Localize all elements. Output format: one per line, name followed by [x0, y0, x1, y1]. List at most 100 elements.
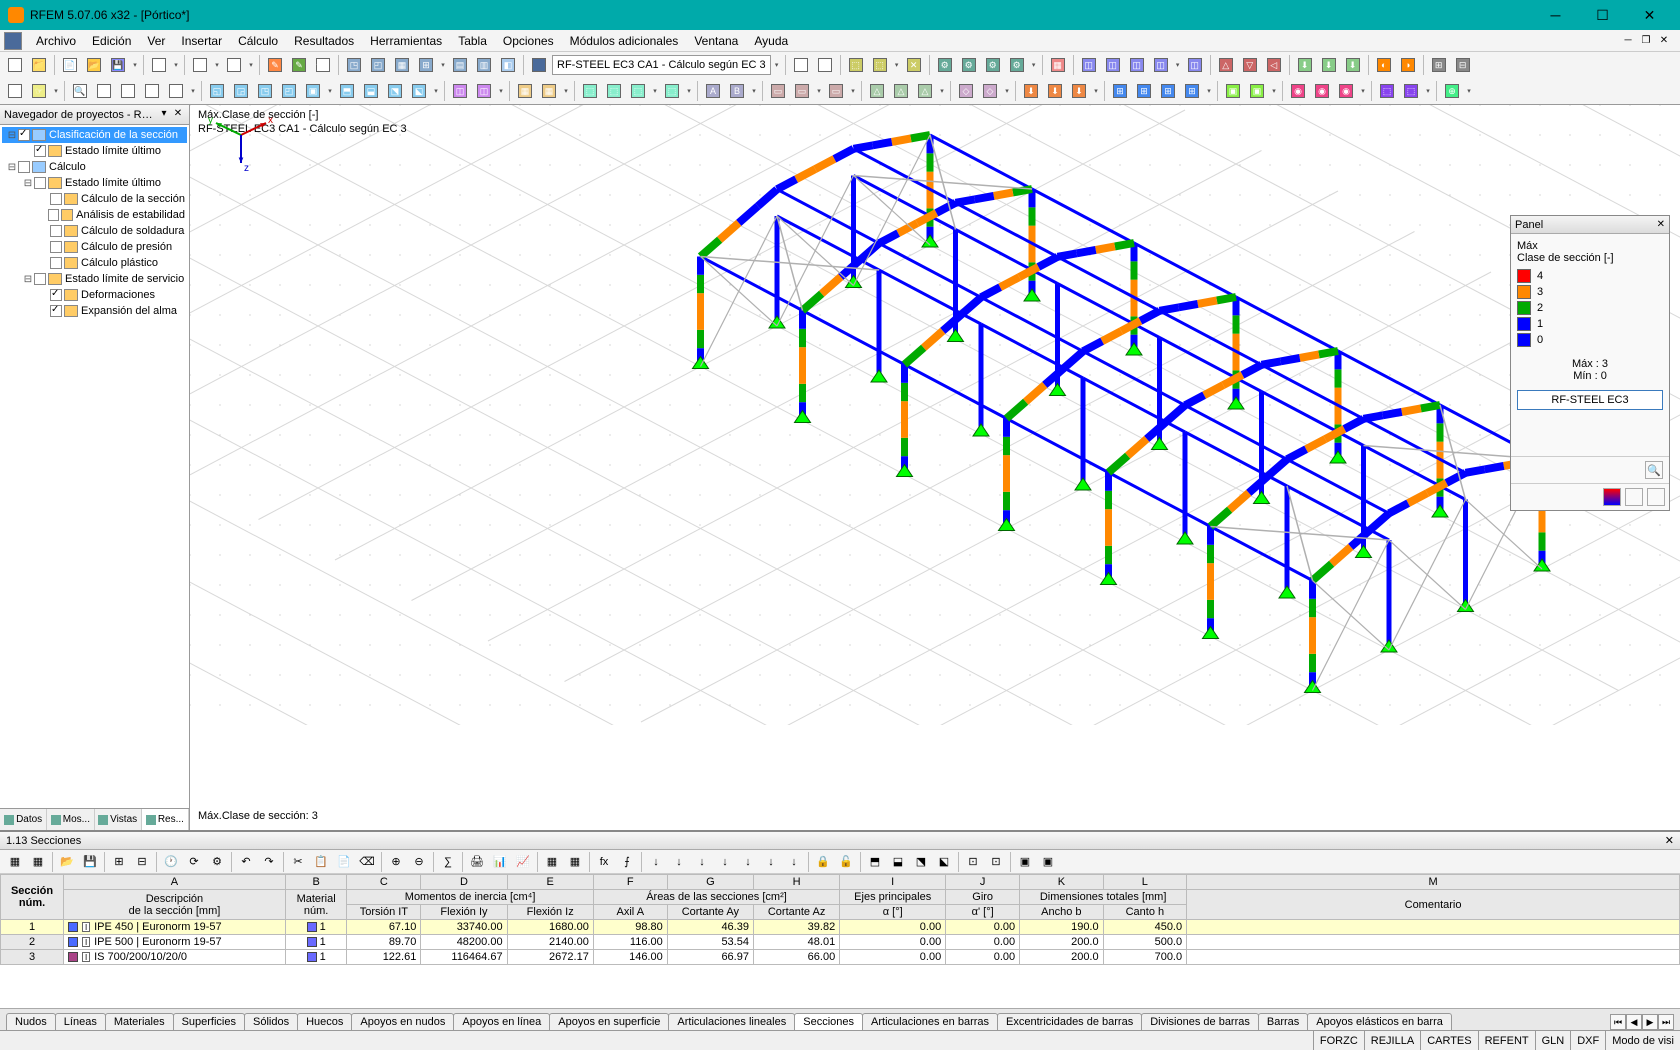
tree-node[interactable]: Expansión del alma [2, 303, 187, 319]
tree-node[interactable]: Deformaciones [2, 287, 187, 303]
toolbar-button[interactable]: ◫ [1184, 54, 1206, 76]
toolbar-button[interactable]: ◱ [206, 80, 228, 102]
toolbar-button[interactable]: □ [4, 54, 26, 76]
toolbar-button[interactable]: ▦ [514, 80, 536, 102]
menu-herramientas[interactable]: Herramientas [362, 32, 450, 50]
table-toolbar-button[interactable]: ⬔ [910, 851, 932, 873]
table-grid[interactable]: Secciónnúm.ABCDEFGHIJKLMDescripciónde la… [0, 874, 1680, 1008]
toolbar-button[interactable]: ▣ [1222, 80, 1244, 102]
toolbar-dropdown[interactable]: ▾ [685, 87, 693, 95]
toolbar-button[interactable]: ⬚ [579, 80, 601, 102]
toolbar-button[interactable]: ⬇ [1318, 54, 1340, 76]
table-toolbar-button[interactable]: 🔒 [812, 851, 834, 873]
table-toolbar-button[interactable]: ↓ [645, 851, 667, 873]
table-toolbar-button[interactable]: ↶ [235, 851, 257, 873]
table-toolbar-button[interactable]: ▦ [541, 851, 563, 873]
sheet-nav-button[interactable]: ⏮ [1610, 1014, 1626, 1030]
status-cell[interactable]: FORZC [1313, 1031, 1364, 1050]
status-cell[interactable]: Modo de visi [1605, 1031, 1680, 1050]
toolbar-button[interactable]: ⬇ [1020, 80, 1042, 102]
sheet-tab[interactable]: Apoyos elásticos en barra [1307, 1013, 1452, 1030]
toolbar-button[interactable]: ▤ [449, 54, 471, 76]
table-toolbar-button[interactable]: ⬓ [887, 851, 909, 873]
model-viewport[interactable]: Máx.Clase de sección [-] RF-STEEL EC3 CA… [190, 105, 1680, 830]
toolbar-button[interactable]: ◫ [1150, 54, 1172, 76]
sheet-tab[interactable]: Nudos [6, 1013, 56, 1030]
toolbar-button[interactable]: ◫ [1126, 54, 1148, 76]
sheet-tab[interactable]: Materiales [105, 1013, 174, 1030]
table-toolbar-button[interactable]: ↓ [691, 851, 713, 873]
toolbar-button[interactable]: ⊞ [415, 54, 437, 76]
toolbar-button[interactable]: ◫ [1078, 54, 1100, 76]
toolbar-button[interactable]: ◇ [979, 80, 1001, 102]
toolbar-button[interactable]: ↶ [189, 54, 211, 76]
toolbar-button[interactable]: ◇ [955, 80, 977, 102]
tree-node[interactable]: Estado límite último [2, 143, 187, 159]
toolbar-dropdown[interactable]: ▾ [189, 87, 197, 95]
toolbar-dropdown[interactable]: ▾ [1030, 61, 1038, 69]
navigator-tab[interactable]: Res... [142, 809, 189, 830]
toolbar-button[interactable]: ⬚ [1400, 80, 1422, 102]
toolbar-dropdown[interactable]: ▾ [172, 61, 180, 69]
toolbar-button[interactable]: ▦ [1047, 54, 1069, 76]
table-toolbar-button[interactable]: ↓ [737, 851, 759, 873]
toolbar-dropdown[interactable]: ▾ [651, 87, 659, 95]
toolbar-button[interactable]: ◀ [790, 54, 812, 76]
toolbar-button[interactable]: ✎ [264, 54, 286, 76]
toolbar-button[interactable]: ↷ [223, 54, 245, 76]
table-toolbar-button[interactable]: ⬒ [864, 851, 886, 873]
sheet-tab[interactable]: Sólidos [244, 1013, 298, 1030]
toolbar-button[interactable]: ⊞ [1428, 54, 1450, 76]
toolbar-dropdown[interactable]: ▾ [1270, 87, 1278, 95]
toolbar-button[interactable]: ◉ [1335, 80, 1357, 102]
toolbar-button[interactable]: ◁ [1263, 54, 1285, 76]
table-toolbar-button[interactable]: ▦ [4, 851, 26, 873]
sheet-tab[interactable]: Superficies [173, 1013, 245, 1030]
toolbar-button[interactable]: ▽ [1239, 54, 1261, 76]
status-cell[interactable]: REJILLA [1364, 1031, 1420, 1050]
toolbar-dropdown[interactable]: ▾ [131, 61, 139, 69]
table-toolbar-button[interactable]: ✂ [287, 851, 309, 873]
maximize-button[interactable]: ☐ [1580, 1, 1625, 29]
table-row[interactable]: 3IIS 700/200/10/20/01122.61116464.672672… [1, 950, 1680, 965]
tree-node[interactable]: Cálculo de presión [2, 239, 187, 255]
toolbar-button[interactable]: ◰ [367, 54, 389, 76]
toolbar-button[interactable]: 💾 [107, 54, 129, 76]
table-toolbar-button[interactable]: ↷ [258, 851, 280, 873]
toolbar-dropdown[interactable]: ▾ [938, 87, 946, 95]
toolbar-button[interactable]: ▦ [538, 80, 560, 102]
table-toolbar-button[interactable]: ⊞ [108, 851, 130, 873]
tree-node[interactable]: Cálculo de soldadura [2, 223, 187, 239]
table-row[interactable]: 2IIPE 500 | Euronorm 19-57189.7048200.00… [1, 935, 1680, 950]
toolbar-button[interactable]: ⬇ [1342, 54, 1364, 76]
toolbar-dropdown[interactable]: ▾ [1205, 87, 1213, 95]
sheet-tab[interactable]: Secciones [794, 1013, 863, 1030]
toolbar-button[interactable]: ▥ [473, 54, 495, 76]
sheet-tab[interactable]: Divisiones de barras [1141, 1013, 1259, 1030]
table-toolbar-button[interactable]: ∑ [437, 851, 459, 873]
toolbar-button[interactable]: ▶ [814, 54, 836, 76]
table-toolbar-button[interactable]: ⚙ [206, 851, 228, 873]
toolbar-dropdown[interactable]: ▾ [1092, 87, 1100, 95]
table-toolbar-button[interactable]: ⟳ [183, 851, 205, 873]
toolbar-button[interactable]: 📁 [28, 54, 50, 76]
mdi-minimize-button[interactable]: ─ [1620, 34, 1636, 48]
toolbar-button[interactable]: ⊞ [1133, 80, 1155, 102]
toolbar-button[interactable]: ⊕ [1441, 80, 1463, 102]
sheet-tab[interactable]: Excentricidades de barras [997, 1013, 1142, 1030]
menu-módulos-adicionales[interactable]: Módulos adicionales [562, 32, 687, 50]
toolbar-button[interactable]: ✕ [903, 54, 925, 76]
toolbar-dropdown[interactable]: ▾ [849, 87, 857, 95]
toolbar-button[interactable]: ⊖ [117, 80, 139, 102]
toolbar-button[interactable] [528, 54, 550, 76]
close-button[interactable]: ✕ [1627, 1, 1672, 29]
toolbar-button[interactable]: ◲ [230, 80, 252, 102]
toolbar-dropdown[interactable]: ▾ [773, 61, 781, 69]
table-toolbar-button[interactable]: ↓ [783, 851, 805, 873]
status-cell[interactable]: GLN [1535, 1031, 1571, 1050]
toolbar-button[interactable]: ▭ [791, 80, 813, 102]
navigator-tab[interactable]: Mos... [47, 809, 94, 830]
navigator-dropdown-button[interactable]: ▾ [157, 108, 171, 122]
sheet-tab[interactable]: Articulaciones lineales [668, 1013, 795, 1030]
status-cell[interactable]: CARTES [1420, 1031, 1477, 1050]
